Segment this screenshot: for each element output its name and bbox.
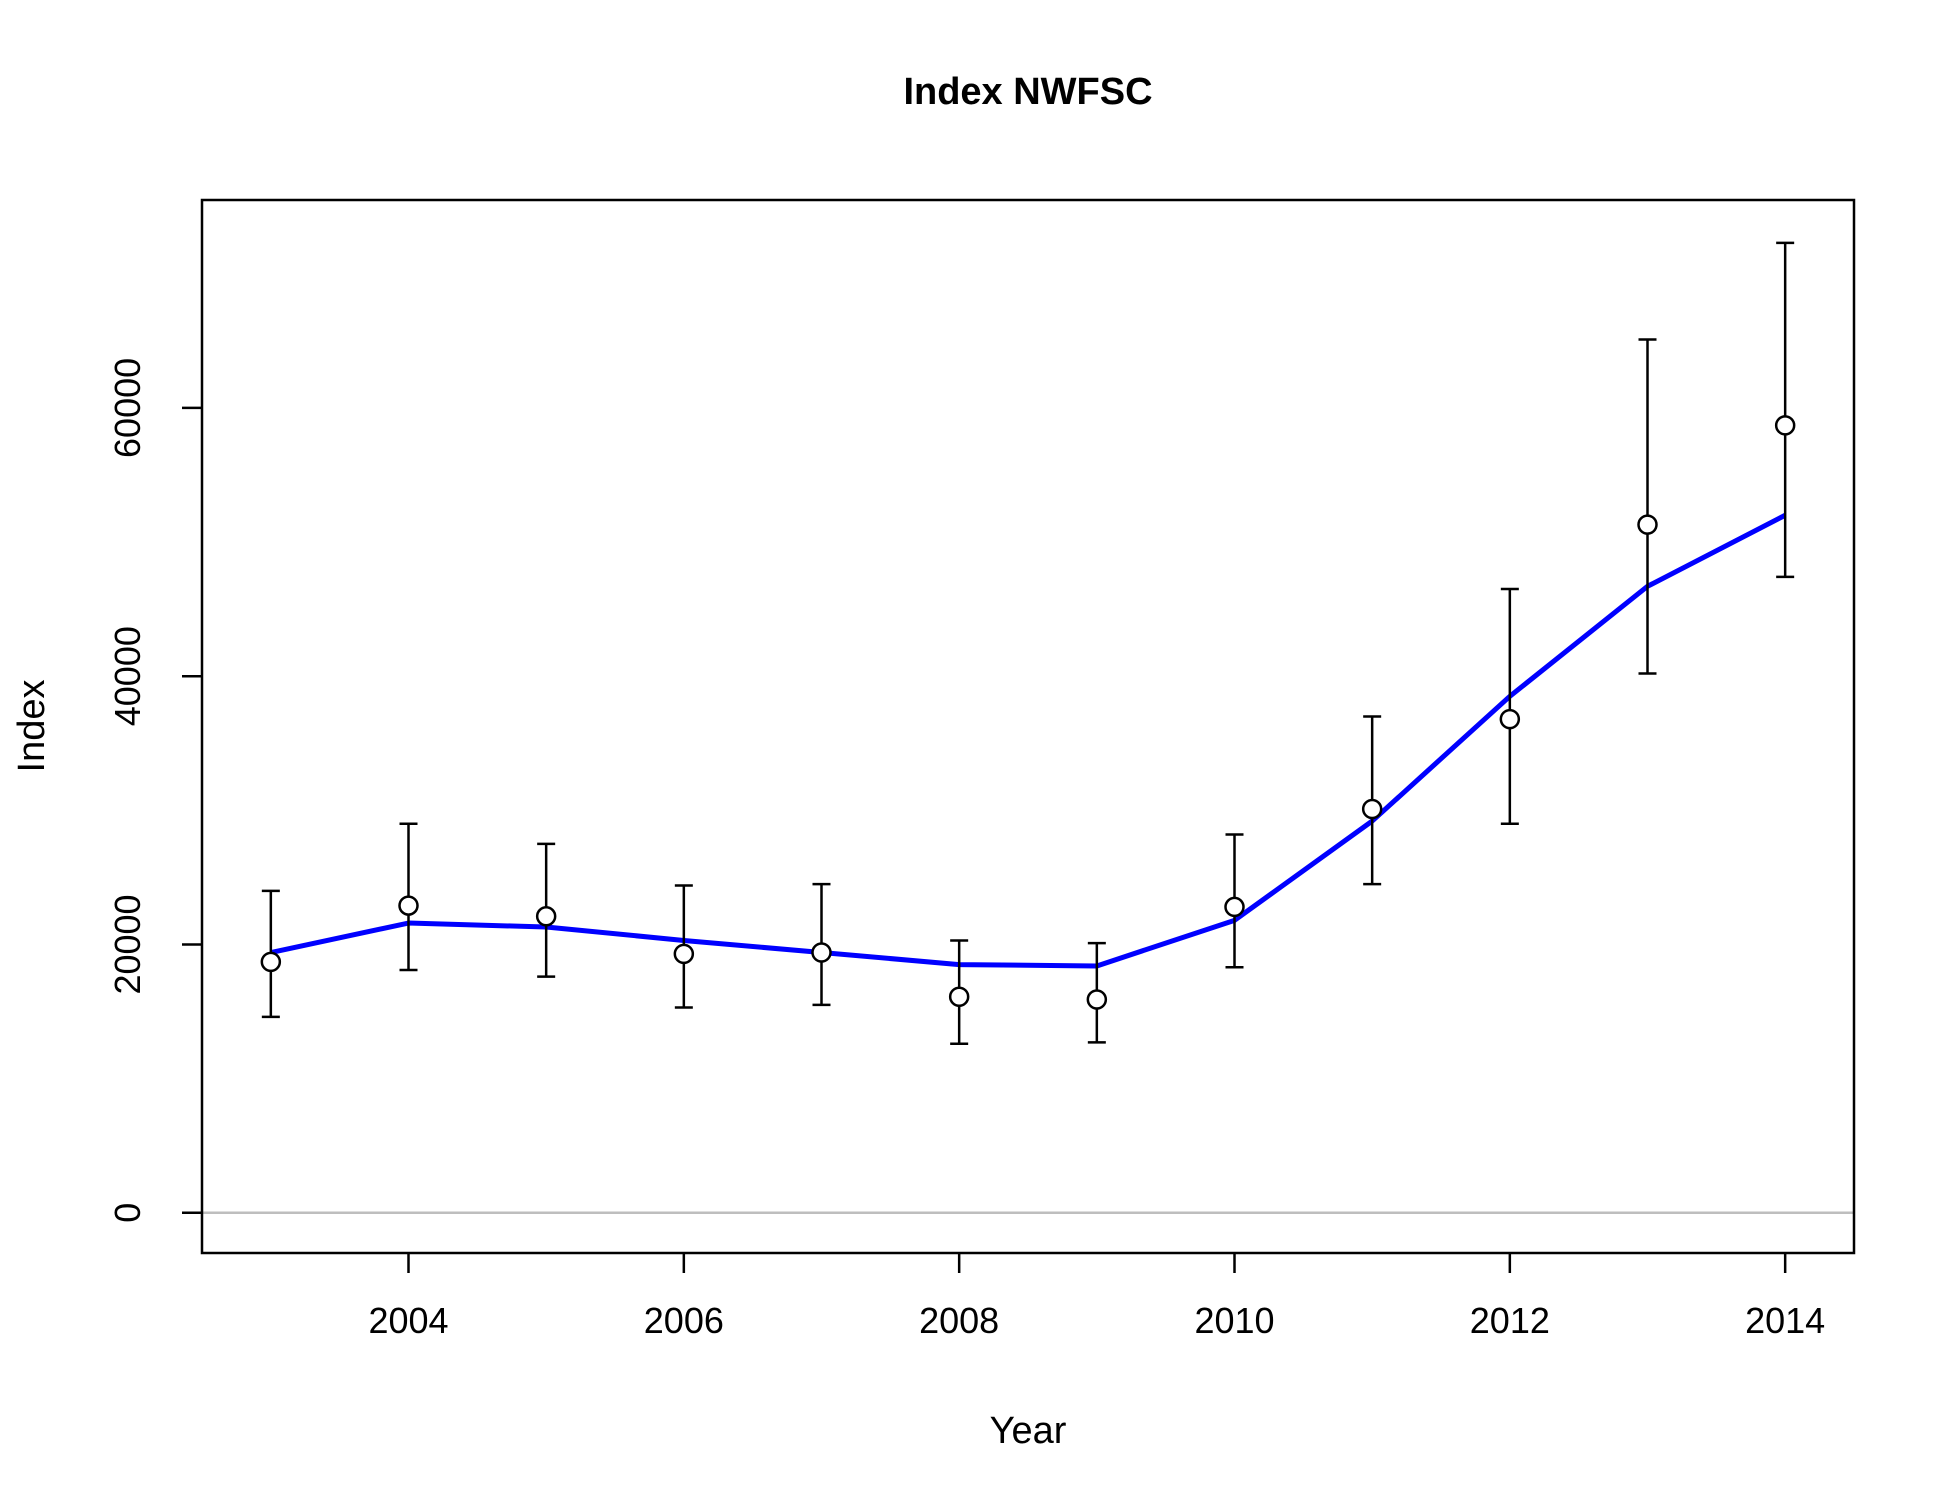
- data-point: [398, 895, 419, 916]
- observed-series-layer: [260, 241, 1796, 1045]
- data-point: [1224, 896, 1245, 918]
- data-point: [811, 942, 832, 963]
- x-tick-label: 2008: [919, 1300, 999, 1341]
- data-point: [1774, 415, 1796, 436]
- observation-2009: [1086, 941, 1108, 1044]
- observation-2014: [1774, 241, 1796, 579]
- x-tick-label: 2010: [1194, 1300, 1274, 1341]
- observation-2012: [1499, 587, 1521, 826]
- data-point: [1637, 514, 1658, 535]
- x-tick-label: 2014: [1745, 1300, 1825, 1341]
- observation-2008: [948, 939, 970, 1045]
- observation-2013: [1637, 338, 1658, 675]
- x-tick-label: 2006: [644, 1300, 724, 1341]
- observation-2007: [811, 882, 832, 1007]
- x-tick-label: 2012: [1470, 1300, 1550, 1341]
- fitted-series-layer: [270, 513, 1787, 969]
- axes-layer: 2004 2006 2008 2010 2012 2014 0 20000 40000 60000: [107, 358, 1825, 1341]
- data-point: [948, 986, 970, 1008]
- y-tick-label: 40000: [107, 626, 148, 726]
- y-tick-label: 60000: [107, 358, 148, 458]
- y-tick-label: 0: [107, 1203, 148, 1223]
- chart-title: Index NWFSC: [903, 71, 1152, 113]
- data-point: [1361, 798, 1383, 820]
- observation-2005: [535, 842, 557, 978]
- data-point: [1499, 708, 1521, 730]
- y-tick-label: 20000: [107, 894, 148, 994]
- data-point: [1086, 989, 1108, 1010]
- observation-2003: [260, 889, 282, 1019]
- data-point: [260, 951, 282, 973]
- y-axis-label: Index: [11, 680, 53, 773]
- plot-frame: [200, 198, 1856, 1255]
- data-point: [535, 906, 557, 927]
- observation-2010: [1224, 833, 1245, 969]
- observation-2006: [673, 884, 695, 1009]
- data-point: [673, 943, 695, 965]
- x-axis-label: Year: [990, 1410, 1067, 1452]
- fitted-line: [270, 513, 1787, 969]
- observation-2011: [1361, 715, 1383, 886]
- observation-2004: [398, 822, 419, 972]
- x-tick-label: 2004: [368, 1300, 448, 1341]
